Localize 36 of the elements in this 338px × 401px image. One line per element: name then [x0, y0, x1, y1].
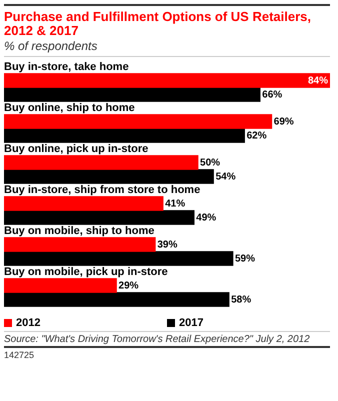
legend-label: 2012	[16, 317, 40, 329]
y-tick-label: Buy in-store, ship from store to home	[4, 184, 200, 196]
bar	[4, 128, 245, 143]
data-label: 59%	[234, 253, 256, 264]
y-tick-label: Buy on mobile, ship to home	[4, 225, 154, 238]
data-label: 58%	[231, 294, 252, 306]
y-tick-label: Buy online, ship to home	[4, 102, 135, 114]
text: 142725	[4, 350, 36, 360]
data-label: 66%	[262, 89, 282, 100]
legend-label: 2017	[179, 317, 204, 329]
chart-subtitle: % of respondents	[4, 39, 330, 57]
bar	[4, 278, 117, 293]
bar	[4, 87, 260, 102]
source-note: Source: "What's Driving Tomorrow's Retail Experience?" July 2, 2012	[4, 331, 330, 348]
bar	[4, 292, 230, 307]
bar	[4, 169, 214, 184]
y-tick-label: Buy on mobile, pick up in-store	[4, 266, 168, 278]
data-label: 69%	[274, 116, 294, 128]
data-label: 29%	[118, 280, 139, 292]
bar	[4, 196, 164, 211]
y-tick-label: Buy in-store, take home	[4, 61, 129, 74]
bar	[4, 237, 156, 252]
bar	[4, 73, 330, 88]
data-label: 54%	[216, 171, 236, 182]
y-tick-label: Buy online, pick up in-store	[4, 143, 148, 156]
bar	[4, 155, 198, 170]
bar	[4, 251, 234, 266]
data-label: 39%	[157, 239, 178, 250]
bar	[4, 114, 272, 129]
data-label: 62%	[246, 130, 267, 142]
data-label: 50%	[200, 157, 220, 168]
data-label: 84%	[308, 75, 328, 86]
chart-title: Purchase and Fulfillment Options of US Retailers, 2012 & 2017	[4, 9, 312, 38]
data-label: 41%	[165, 198, 186, 210]
bar	[4, 210, 194, 225]
data-label: 49%	[196, 212, 216, 224]
